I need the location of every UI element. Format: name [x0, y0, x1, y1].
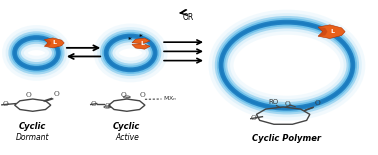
- Polygon shape: [132, 38, 150, 43]
- Text: O: O: [139, 91, 145, 99]
- Text: RO: RO: [269, 99, 279, 105]
- Text: Cyclic Polymer: Cyclic Polymer: [253, 134, 321, 143]
- Polygon shape: [132, 44, 150, 49]
- Text: *: *: [127, 37, 131, 43]
- Text: *: *: [139, 34, 143, 40]
- Text: O: O: [314, 99, 320, 107]
- Text: O: O: [91, 100, 97, 108]
- Text: L: L: [53, 40, 57, 45]
- Text: O: O: [3, 100, 8, 108]
- Text: O: O: [120, 91, 126, 99]
- Text: Cyclic: Cyclic: [113, 122, 141, 131]
- Text: L: L: [330, 29, 334, 34]
- Text: Dormant: Dormant: [16, 133, 50, 142]
- Text: O: O: [26, 91, 32, 99]
- Text: −: −: [124, 95, 130, 100]
- Text: O: O: [285, 100, 291, 108]
- Text: MX$_n$: MX$_n$: [163, 95, 177, 103]
- Polygon shape: [45, 40, 51, 46]
- Text: O: O: [250, 114, 256, 122]
- Polygon shape: [45, 38, 64, 48]
- Text: L: L: [140, 41, 144, 46]
- Polygon shape: [318, 25, 345, 38]
- Polygon shape: [318, 27, 327, 36]
- Text: OR: OR: [183, 13, 194, 22]
- Text: Cyclic: Cyclic: [19, 122, 46, 131]
- Text: +: +: [105, 104, 110, 109]
- Text: O: O: [54, 90, 60, 98]
- Text: Active: Active: [115, 133, 139, 142]
- Text: O: O: [104, 102, 110, 110]
